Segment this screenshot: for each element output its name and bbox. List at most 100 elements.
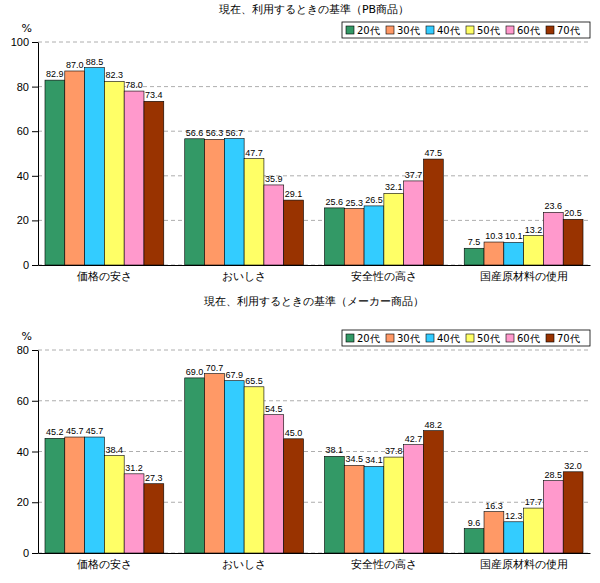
y-tick: 0 (23, 547, 38, 559)
data-label: 38.1 (326, 445, 344, 455)
x-axis-line (39, 553, 591, 554)
data-label: 10.1 (505, 231, 523, 241)
legend-label: 20代 (357, 333, 380, 344)
legend-swatch (426, 334, 434, 342)
data-label: 32.1 (385, 182, 403, 192)
x-tick: 国産原材料の使用 (480, 553, 568, 570)
legend-label: 50代 (477, 333, 500, 344)
bar (185, 139, 205, 265)
data-label: 56.3 (206, 128, 224, 138)
bar (404, 445, 424, 553)
y-tick-mark (32, 452, 38, 453)
x-tick: 価格の安さ (77, 265, 132, 282)
y-tick-mark (32, 265, 38, 266)
bar (364, 466, 384, 553)
bar (404, 181, 424, 265)
y-tick-mark (32, 131, 38, 132)
data-label: 82.3 (106, 70, 124, 80)
bar (124, 474, 144, 553)
bar-series (85, 381, 524, 553)
y-axis-line (38, 351, 39, 554)
bar (284, 439, 304, 553)
data-label: 29.1 (285, 189, 303, 199)
bar (524, 508, 544, 553)
legend-label: 70代 (557, 333, 580, 344)
data-label: 27.3 (145, 473, 163, 483)
x-axis-line (39, 265, 591, 266)
y-tick-mark (32, 176, 38, 177)
x-tick: 価格の安さ (77, 553, 132, 570)
data-label: 70.7 (206, 363, 224, 373)
data-label: 82.9 (46, 69, 64, 79)
bar-series (144, 101, 583, 265)
grid (38, 350, 590, 553)
y-tick-label: 40 (17, 446, 29, 458)
data-label: 54.5 (265, 404, 283, 414)
y-tick-label: 100 (11, 36, 29, 48)
bar (504, 242, 524, 265)
legend-swatch (426, 26, 434, 34)
x-tick-label: 国産原材料の使用 (480, 558, 568, 570)
data-label: 10.3 (485, 231, 503, 241)
data-label: 13.2 (525, 225, 543, 235)
data-label: 34.1 (365, 455, 383, 465)
grid-line (38, 42, 590, 43)
bar (563, 219, 583, 265)
data-label: 45.7 (86, 426, 104, 436)
bar (104, 81, 124, 265)
bar (563, 472, 583, 553)
data-label: 37.8 (385, 446, 403, 456)
bar (384, 457, 404, 553)
legend-swatch (506, 26, 514, 34)
y-tick: 100 (11, 36, 38, 48)
data-label: 47.5 (425, 148, 443, 158)
y-tick-mark (32, 502, 38, 503)
bar-series (124, 415, 563, 553)
bar (205, 139, 225, 265)
bar (344, 209, 364, 265)
x-tick-label: 国産原材料の使用 (480, 270, 568, 282)
data-label: 47.7 (245, 148, 263, 158)
chart: 現在、利用するときの基準（PB商品）%82.956.625.67.587.056… (11, 3, 591, 282)
bar (504, 522, 524, 553)
y-tick-mark (32, 220, 38, 221)
y-tick-mark (32, 87, 38, 88)
bar (464, 248, 484, 265)
legend-label: 30代 (397, 333, 420, 344)
data-label: 16.3 (485, 501, 503, 511)
data-label: 28.5 (545, 470, 563, 480)
bars (45, 68, 583, 265)
data-label: 73.4 (145, 90, 163, 100)
data-label: 67.9 (225, 370, 243, 380)
legend-box (342, 22, 590, 38)
bar (384, 193, 404, 265)
bar (484, 242, 504, 265)
data-label: 78.0 (125, 80, 143, 90)
data-labels: 45.269.038.19.645.770.734.516.345.767.93… (46, 363, 582, 528)
bar-series (65, 374, 504, 553)
y-axis-label: % (22, 22, 32, 35)
data-label: 31.2 (125, 463, 143, 473)
bar-series (45, 80, 484, 265)
bar-series (144, 431, 583, 553)
y-tick-label: 60 (17, 395, 29, 407)
data-label: 32.0 (564, 461, 582, 471)
bar (205, 374, 225, 553)
data-label: 56.6 (186, 128, 204, 138)
y-tick-label: 0 (23, 259, 29, 271)
y-tick-label: 40 (17, 170, 29, 182)
legend-swatch (386, 26, 394, 34)
y-tick: 60 (17, 125, 38, 137)
y-tick-mark (32, 42, 38, 43)
data-label: 48.2 (425, 420, 443, 430)
x-axis: 価格の安さおいしさ安全性の高さ国産原材料の使用 (39, 553, 591, 570)
x-tick: おいしさ (222, 553, 266, 570)
chart-title: 現在、利用するときの基準（メーカー商品） (204, 295, 424, 308)
bar (45, 438, 65, 553)
grid-line (38, 400, 590, 401)
data-label: 7.5 (468, 237, 481, 247)
legend-label: 60代 (517, 25, 540, 36)
legend-swatch (546, 26, 554, 34)
legend-swatch (346, 334, 354, 342)
y-axis-label: % (22, 330, 32, 343)
